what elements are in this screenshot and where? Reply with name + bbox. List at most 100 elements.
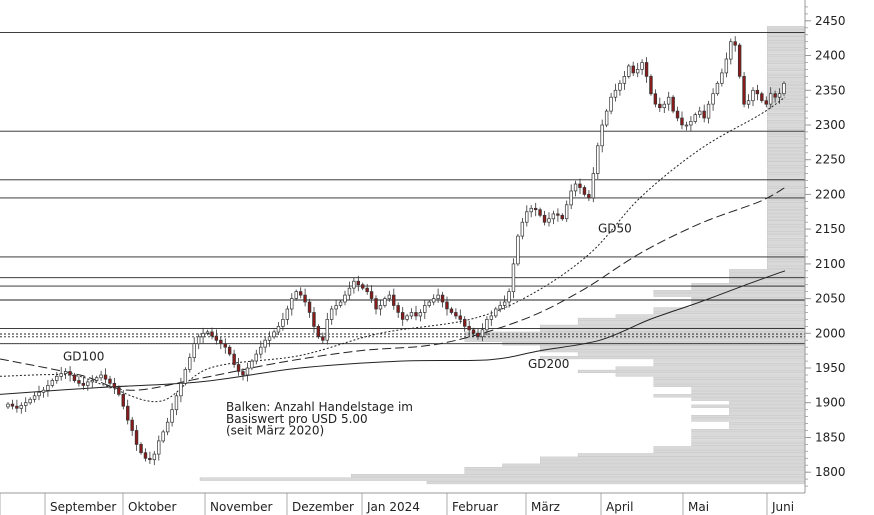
candle-body	[689, 121, 693, 126]
volume-bar	[767, 112, 806, 117]
candle	[179, 377, 183, 403]
candle-body	[702, 110, 706, 119]
candle-body	[564, 204, 569, 220]
candle-body	[777, 93, 782, 98]
volume-bar	[767, 161, 806, 165]
candle	[55, 372, 59, 384]
candle	[219, 337, 223, 350]
volume-bar	[767, 85, 806, 89]
volume-bar	[653, 446, 806, 450]
candle	[409, 308, 414, 320]
volume-bar	[767, 40, 806, 44]
candle-body	[578, 183, 582, 188]
volume-bar	[767, 57, 806, 61]
volume-bar	[767, 47, 806, 51]
candle	[307, 298, 312, 318]
volume-bar	[426, 481, 806, 485]
moving-average-dashed	[0, 187, 786, 391]
candle-body	[449, 308, 454, 313]
candle	[604, 109, 609, 128]
candle-body	[525, 211, 529, 223]
candle-body	[214, 335, 219, 341]
volume-bar	[767, 81, 806, 85]
candle-body	[613, 89, 618, 98]
candle	[24, 397, 28, 412]
candle-body	[19, 405, 23, 409]
volume-bar	[691, 429, 806, 433]
candle-body	[232, 353, 236, 365]
candle	[400, 307, 405, 326]
candle-body	[157, 440, 161, 455]
volume-bar	[767, 54, 806, 58]
candle-body	[658, 103, 662, 109]
volume-bar	[577, 453, 806, 457]
candle	[103, 368, 108, 384]
candle-body	[653, 93, 658, 105]
candle-body	[90, 380, 94, 383]
candle	[671, 95, 675, 114]
candle	[631, 61, 635, 77]
candle	[250, 359, 254, 371]
x-tick-label: Dezember	[292, 500, 354, 514]
candle-body	[298, 291, 303, 296]
candle-body	[188, 357, 192, 370]
candle	[587, 190, 591, 202]
candle-body	[241, 371, 245, 376]
candle-body	[454, 312, 458, 317]
candle	[72, 372, 77, 383]
candle	[618, 80, 622, 96]
candle	[263, 337, 267, 353]
candle	[693, 112, 697, 124]
horizontal-lines	[0, 32, 805, 345]
candle	[41, 387, 46, 398]
candle-body	[768, 93, 773, 105]
volume-bar	[729, 269, 806, 273]
candle-body	[227, 346, 232, 355]
candle-body	[343, 294, 347, 303]
candle	[210, 327, 214, 340]
candle	[773, 90, 777, 103]
candle	[130, 416, 134, 436]
volume-bar	[577, 317, 806, 322]
candle-body	[414, 312, 418, 317]
candle	[303, 288, 307, 307]
candle	[126, 399, 130, 425]
candle-body	[649, 76, 653, 95]
candle-body	[573, 183, 578, 192]
candle	[347, 281, 352, 300]
volume-bar	[767, 189, 806, 193]
candle	[161, 429, 165, 443]
volume-bar	[653, 310, 806, 315]
volume-bar	[767, 220, 806, 224]
candle	[498, 301, 502, 313]
y-tick-label: 2150	[815, 222, 846, 236]
candle	[32, 391, 37, 403]
candle-body	[405, 315, 409, 320]
candle	[427, 300, 431, 308]
candle	[494, 306, 498, 318]
candle-body	[325, 319, 329, 341]
candle	[281, 312, 285, 331]
volume-bar	[653, 449, 806, 453]
candle	[392, 288, 396, 310]
volume-bar	[691, 286, 806, 290]
candle	[675, 106, 680, 122]
candle	[352, 278, 356, 294]
candle	[533, 202, 538, 217]
x-tick-label: Oktober	[128, 500, 176, 514]
candle-body	[463, 319, 467, 327]
candle-body	[582, 187, 587, 195]
candle	[241, 368, 245, 381]
candle-body	[223, 343, 227, 348]
candle-body	[476, 332, 480, 338]
y-tick-label: 2350	[815, 83, 846, 97]
candle-body	[675, 110, 680, 119]
candle-body	[272, 331, 276, 338]
candle	[223, 338, 227, 354]
candle-body	[148, 457, 152, 461]
candle	[680, 111, 684, 130]
candle	[653, 89, 658, 108]
candle-body	[334, 305, 338, 310]
volume-bar	[767, 126, 806, 131]
volume-bar	[767, 168, 806, 172]
